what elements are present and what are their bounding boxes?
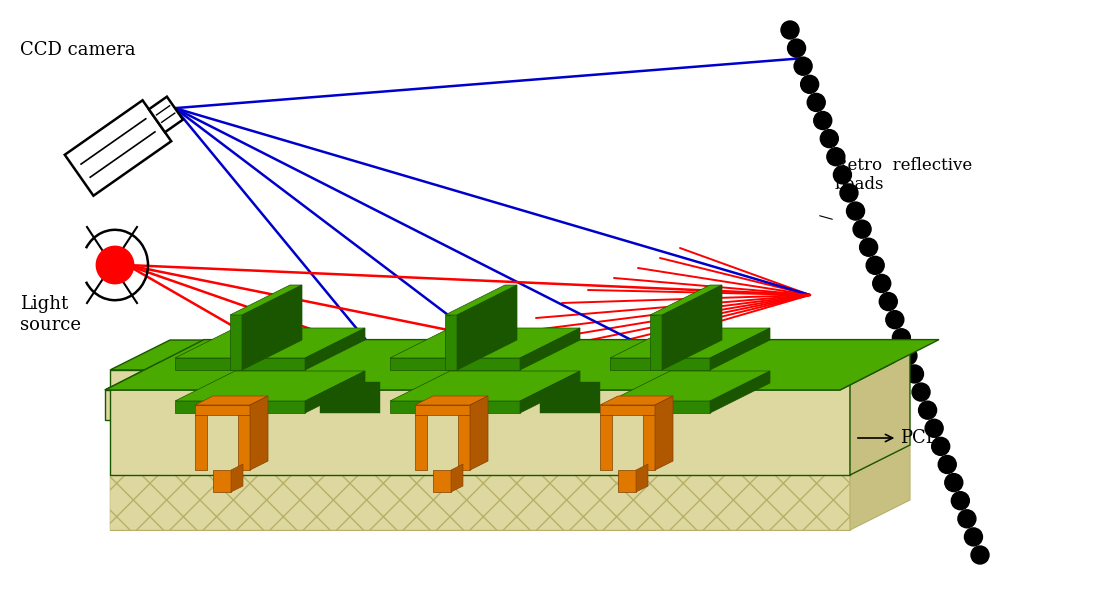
Circle shape <box>932 438 949 455</box>
Polygon shape <box>618 470 636 492</box>
Polygon shape <box>643 415 655 470</box>
Circle shape <box>952 492 969 510</box>
Polygon shape <box>110 370 850 475</box>
Polygon shape <box>242 285 302 370</box>
Polygon shape <box>611 328 769 358</box>
Circle shape <box>820 130 838 148</box>
Polygon shape <box>599 405 655 415</box>
Polygon shape <box>390 358 520 370</box>
Circle shape <box>972 546 989 564</box>
Circle shape <box>892 329 911 347</box>
Polygon shape <box>390 371 580 401</box>
Polygon shape <box>655 396 673 470</box>
Polygon shape <box>458 415 470 470</box>
Circle shape <box>814 111 831 129</box>
Circle shape <box>912 383 930 401</box>
Polygon shape <box>650 285 722 315</box>
Polygon shape <box>176 358 305 370</box>
Polygon shape <box>110 475 850 530</box>
Polygon shape <box>611 358 710 370</box>
Circle shape <box>938 455 956 473</box>
Circle shape <box>919 401 936 419</box>
Circle shape <box>847 202 864 220</box>
Polygon shape <box>470 396 488 470</box>
Polygon shape <box>230 285 302 315</box>
Circle shape <box>905 365 923 383</box>
Polygon shape <box>636 464 648 492</box>
Polygon shape <box>415 396 488 405</box>
Polygon shape <box>445 315 457 370</box>
Polygon shape <box>110 340 910 370</box>
Text: PCB: PCB <box>858 429 940 447</box>
Circle shape <box>965 528 983 546</box>
Polygon shape <box>195 396 268 405</box>
Circle shape <box>958 510 976 528</box>
Polygon shape <box>390 328 580 358</box>
Polygon shape <box>599 396 673 405</box>
Polygon shape <box>850 340 910 475</box>
Circle shape <box>800 75 819 93</box>
Polygon shape <box>850 445 910 530</box>
Polygon shape <box>176 401 305 413</box>
Circle shape <box>840 184 858 202</box>
Polygon shape <box>390 401 520 413</box>
Polygon shape <box>238 415 250 470</box>
Polygon shape <box>176 328 365 358</box>
Polygon shape <box>105 362 895 390</box>
Circle shape <box>899 347 917 365</box>
Circle shape <box>867 256 884 275</box>
Circle shape <box>827 148 845 165</box>
Circle shape <box>834 166 851 184</box>
Circle shape <box>781 21 799 39</box>
Polygon shape <box>840 362 895 420</box>
Text: CCD camera: CCD camera <box>20 41 136 59</box>
Polygon shape <box>230 315 242 370</box>
Polygon shape <box>213 470 231 492</box>
Polygon shape <box>195 415 208 470</box>
Circle shape <box>873 275 891 292</box>
Polygon shape <box>305 371 365 413</box>
Polygon shape <box>445 285 517 315</box>
Polygon shape <box>710 371 769 413</box>
Polygon shape <box>176 371 365 401</box>
Polygon shape <box>195 405 250 415</box>
FancyBboxPatch shape <box>149 97 183 132</box>
Circle shape <box>853 220 871 238</box>
Circle shape <box>807 94 825 111</box>
Polygon shape <box>520 328 580 370</box>
Circle shape <box>945 474 963 492</box>
Text: Retro  reflective
beads: Retro reflective beads <box>835 157 973 193</box>
Circle shape <box>925 419 943 437</box>
Circle shape <box>787 39 806 57</box>
Polygon shape <box>457 285 517 370</box>
Polygon shape <box>650 315 662 370</box>
Polygon shape <box>611 401 710 413</box>
FancyBboxPatch shape <box>65 100 171 196</box>
Polygon shape <box>320 382 380 413</box>
Circle shape <box>96 246 134 283</box>
Polygon shape <box>433 470 452 492</box>
Polygon shape <box>452 464 463 492</box>
Polygon shape <box>250 396 268 470</box>
Polygon shape <box>710 328 769 370</box>
Circle shape <box>885 311 904 329</box>
Bar <box>110 475 850 530</box>
Circle shape <box>860 238 878 256</box>
Polygon shape <box>662 285 722 370</box>
Circle shape <box>879 292 898 311</box>
Polygon shape <box>231 464 243 492</box>
Polygon shape <box>305 328 365 370</box>
Circle shape <box>794 57 813 75</box>
Polygon shape <box>540 382 599 413</box>
Polygon shape <box>105 362 895 390</box>
Polygon shape <box>105 390 840 420</box>
Polygon shape <box>611 371 769 401</box>
Polygon shape <box>520 371 580 413</box>
Polygon shape <box>599 415 612 470</box>
Text: Light
source: Light source <box>20 295 81 334</box>
Polygon shape <box>415 405 470 415</box>
Polygon shape <box>105 340 940 390</box>
Polygon shape <box>415 415 427 470</box>
